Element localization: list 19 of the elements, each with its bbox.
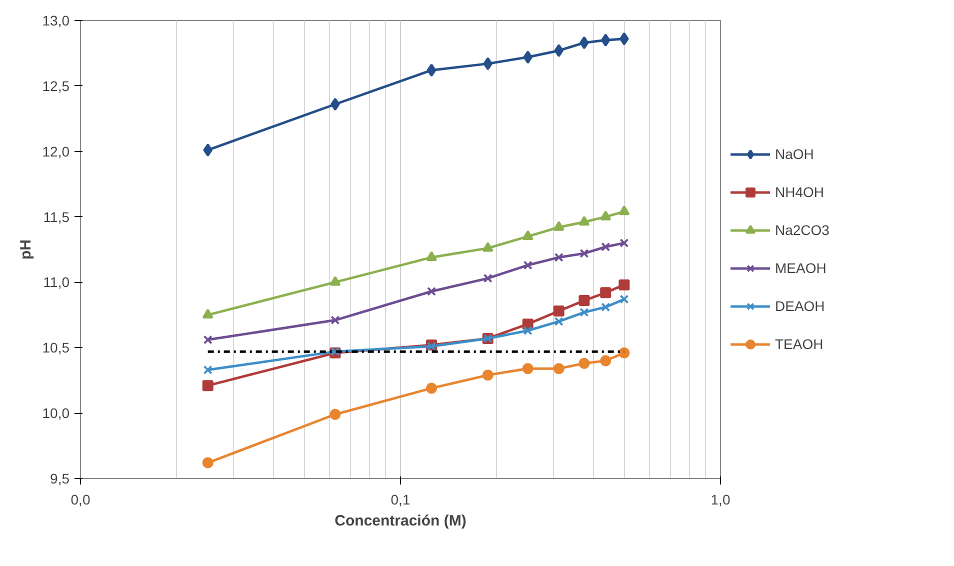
legend-label: NH4OH — [775, 184, 824, 200]
y-tick-label: 11,0 — [43, 274, 70, 290]
y-tick-label: 9,5 — [50, 470, 70, 486]
y-tick-label: 13,0 — [42, 12, 70, 28]
y-axis-title: pH — [17, 240, 34, 260]
legend-label: NaOH — [775, 146, 814, 162]
legend-label: TEAOH — [775, 336, 824, 352]
legend-label: DEAOH — [775, 298, 825, 314]
legend-label: MEAOH — [775, 260, 826, 276]
y-tick-label: 12,0 — [42, 143, 70, 160]
legend-label: Na2CO3 — [775, 222, 830, 238]
y-tick-label: 10,0 — [42, 405, 70, 422]
x-tick-label: 0,0 — [70, 492, 90, 508]
y-tick-label: 10,5 — [42, 340, 70, 356]
x-tick-label: 0,1 — [390, 492, 410, 508]
y-tick-label: 11,5 — [43, 208, 70, 225]
y-tick-label: 12,5 — [42, 78, 70, 94]
x-axis-title: Concentración (M) — [334, 512, 466, 530]
x-tick-label: 1,0 — [710, 492, 730, 508]
